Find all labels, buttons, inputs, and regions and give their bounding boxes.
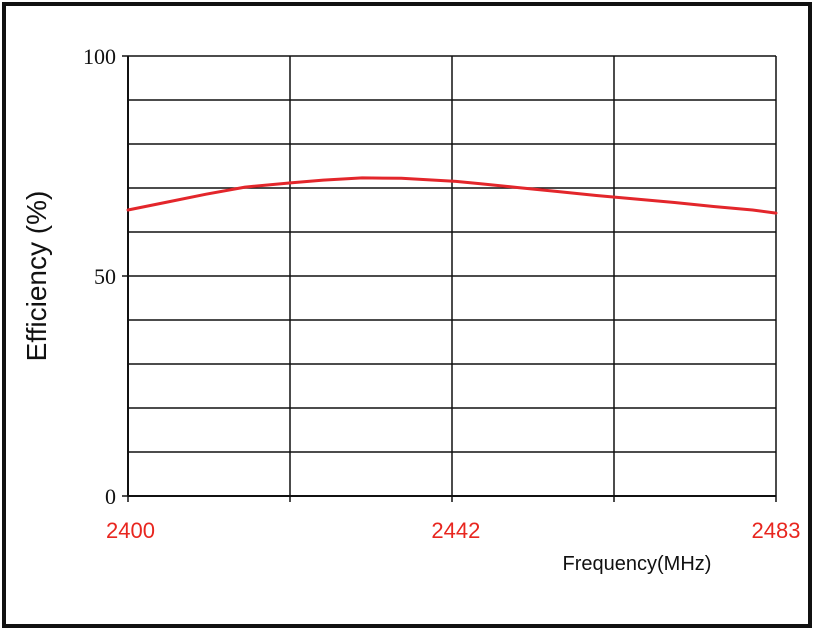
y-tick-label: 50 [94,264,116,289]
y-axis-label: Efficiency (%) [21,191,52,362]
x-tick-label: 2442 [431,518,480,543]
x-axis-label: Frequency(MHz) [563,553,712,575]
grid [122,55,777,502]
tick-labels: 0 50 100 2400 2442 2483 [83,44,800,543]
efficiency-series-line [126,176,778,215]
y-tick-label: 0 [105,484,116,509]
y-tick-label: 100 [83,44,116,69]
series-layer [126,176,778,215]
x-tick-label: 2400 [106,518,155,543]
x-tick-label: 2483 [752,518,801,543]
